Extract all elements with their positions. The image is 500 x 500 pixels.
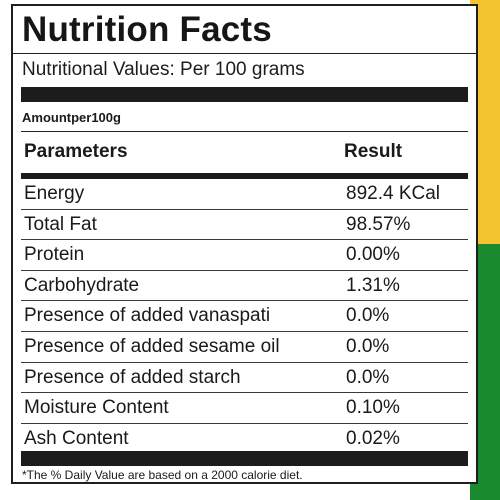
table-row: Protein 0.00% xyxy=(21,240,468,271)
nutrition-table: Energy 892.4 KCal Total Fat 98.57% Prote… xyxy=(21,179,468,454)
table-row: Presence of added vanaspati 0.0% xyxy=(21,301,468,332)
label-subtitle: Nutritional Values: Per 100 grams xyxy=(22,59,305,80)
nutrition-label: Nutrition Facts Nutritional Values: Per … xyxy=(11,4,478,484)
row-parameter: Carbohydrate xyxy=(24,274,140,296)
row-result: 0.02% xyxy=(346,427,400,449)
row-result: 0.10% xyxy=(346,397,400,419)
table-header: Parameters Result xyxy=(21,136,468,170)
table-row: Presence of added starch 0.0% xyxy=(21,363,468,394)
column-header-parameters: Parameters xyxy=(24,141,128,162)
row-parameter: Energy xyxy=(24,183,85,204)
amount-per-label: Amountper100g xyxy=(22,110,121,125)
row-parameter: Moisture Content xyxy=(24,397,169,419)
row-result: 1.31% xyxy=(346,274,400,296)
table-row: Moisture Content 0.10% xyxy=(21,393,468,424)
row-result: 892.4 KCal xyxy=(346,183,441,204)
row-parameter: Presence of added vanaspati xyxy=(24,305,271,327)
table-row: Energy 892.4 KCal xyxy=(21,179,468,210)
table-row: Carbohydrate 1.31% xyxy=(21,271,468,302)
table-row: Ash Content 0.02% xyxy=(21,424,468,455)
header-divider xyxy=(21,173,468,179)
column-header-result: Result xyxy=(344,141,403,162)
table-row: Presence of added sesame oil 0.0% xyxy=(21,332,468,363)
label-title: Nutrition Facts xyxy=(22,10,272,49)
thick-divider-top xyxy=(21,87,468,102)
row-parameter: Ash Content xyxy=(24,427,129,449)
amount-divider xyxy=(21,131,468,132)
row-result: 98.57% xyxy=(346,213,411,235)
footnote: *The % Daily Value are based on a 2000 c… xyxy=(22,468,303,482)
row-parameter: Total Fat xyxy=(24,213,97,235)
row-parameter: Presence of added sesame oil xyxy=(24,335,280,357)
row-result: 0.0% xyxy=(346,335,390,357)
row-parameter: Presence of added starch xyxy=(24,366,241,388)
row-parameter: Protein xyxy=(24,244,85,266)
row-result: 0.0% xyxy=(346,305,390,327)
title-divider xyxy=(13,53,476,54)
row-result: 0.0% xyxy=(346,366,390,388)
row-result: 0.00% xyxy=(346,244,400,266)
thick-divider-bottom xyxy=(21,451,468,466)
table-row: Total Fat 98.57% xyxy=(21,210,468,241)
